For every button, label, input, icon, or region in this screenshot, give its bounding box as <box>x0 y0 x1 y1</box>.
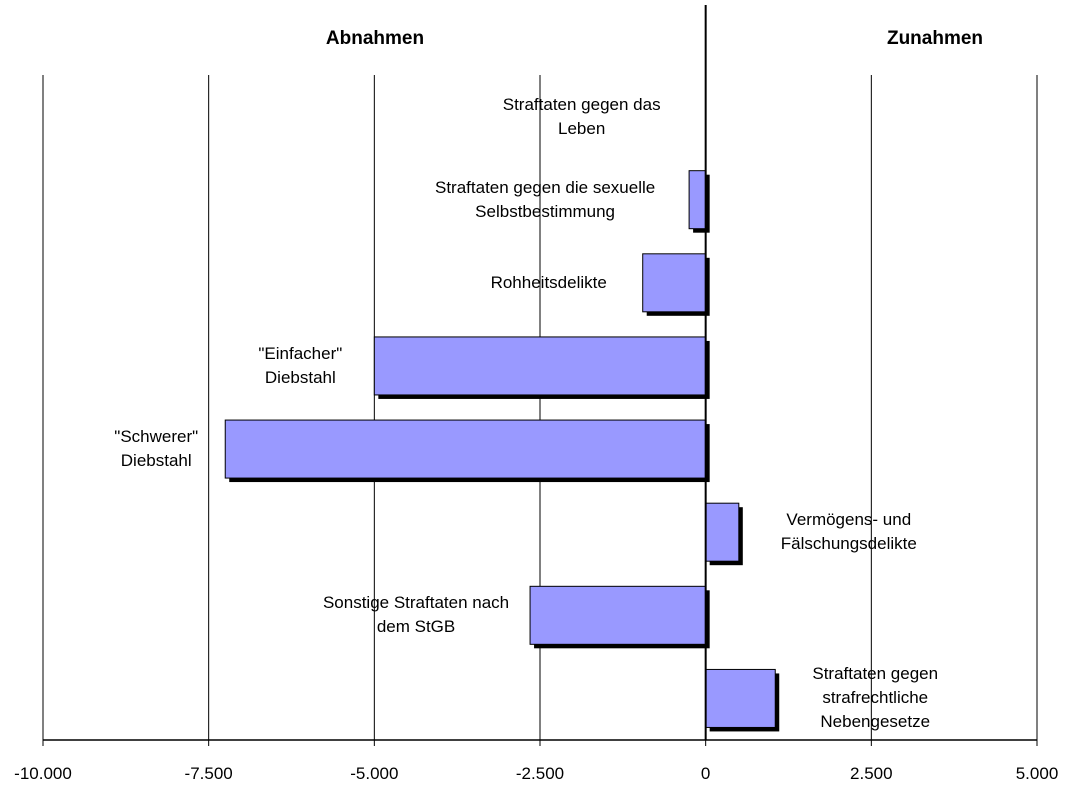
category-label: Straftaten gegen die sexuelle Selbstbest… <box>434 177 656 221</box>
category-label: "Schwerer" Diebstahl <box>114 427 199 471</box>
bar <box>688 170 707 230</box>
category-label: Rohheitsdelikte <box>490 272 607 292</box>
category-label: Straftaten gegen das Leben <box>502 94 661 138</box>
x-tick-label: 5.000 <box>1015 764 1059 783</box>
bar <box>373 336 707 396</box>
bar <box>642 253 707 313</box>
category-label: "Einfacher" Diebstahl <box>258 343 343 387</box>
x-tick-label: -2.500 <box>515 764 565 783</box>
x-tick-label: 2.500 <box>850 764 893 783</box>
category-label: Sonstige Straftaten nach dem StGB <box>322 593 510 637</box>
x-tick-label: -7.500 <box>184 764 233 783</box>
x-tick-label: 0 <box>700 764 711 783</box>
bar <box>224 419 707 479</box>
bar <box>529 585 707 645</box>
category-label: Vermögens- und Fälschungsdelikte <box>780 510 917 554</box>
category-label: Straftaten gegen strafrechtliche Nebenge… <box>812 664 939 732</box>
bar <box>705 502 740 562</box>
annotation: Abnahmen <box>325 28 425 49</box>
annotation: Zunahmen <box>886 28 984 49</box>
bar <box>705 668 776 728</box>
x-tick-label: -5.000 <box>350 764 399 783</box>
x-tick-label: -10.000 <box>14 764 72 783</box>
